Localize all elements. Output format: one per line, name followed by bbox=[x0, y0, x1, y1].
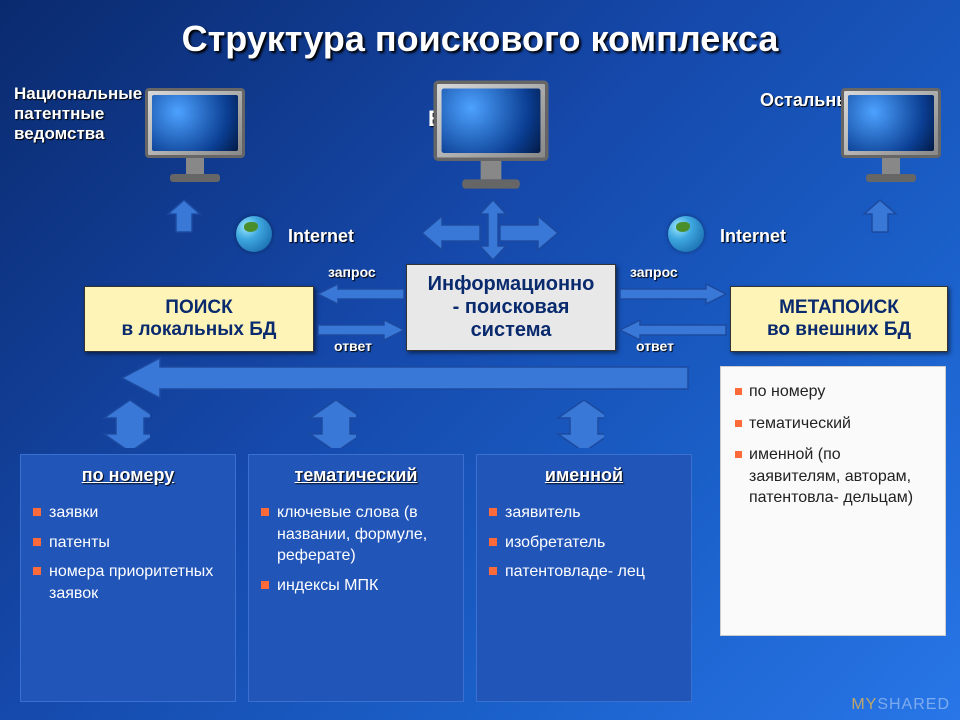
card-list: заявитель изобретатель патентовладе- лец bbox=[489, 502, 679, 583]
card-title: тематический bbox=[261, 465, 451, 486]
list-item: именной (по заявителям, авторам, патенто… bbox=[735, 444, 931, 509]
list-item: изобретатель bbox=[489, 532, 679, 554]
right-box-line2: во внешних БД bbox=[737, 319, 941, 341]
card-list: ключевые слова (в названии, формуле, реф… bbox=[261, 502, 451, 596]
card-name: именной заявитель изобретатель патентовл… bbox=[476, 454, 692, 702]
center-line2: - поисковая bbox=[413, 296, 609, 319]
list-item: ключевые слова (в названии, формуле, реф… bbox=[261, 502, 451, 567]
arrow-left-icon bbox=[618, 318, 728, 342]
label-internet-right: Internet bbox=[720, 226, 786, 247]
list-item: номера приоритетных заявок bbox=[33, 561, 223, 604]
label-left-org: Национальные патентные ведомства bbox=[14, 84, 144, 144]
card-list: заявки патенты номера приоритетных заяво… bbox=[33, 502, 223, 604]
list-item: по номеру bbox=[735, 381, 931, 403]
arrow-bidir-icon bbox=[554, 398, 604, 448]
page-title: Структура поискового комплекса bbox=[0, 0, 960, 60]
label-request-left: запрос bbox=[328, 264, 376, 280]
watermark-my: MY bbox=[851, 696, 877, 713]
watermark-shared: SHARED bbox=[877, 696, 950, 713]
monitor-right bbox=[836, 88, 946, 188]
left-search-box: ПОИСК в локальных БД bbox=[84, 286, 314, 352]
arrow-right-icon bbox=[618, 282, 728, 306]
left-box-line1: ПОИСК bbox=[91, 297, 307, 319]
card-title: по номеру bbox=[33, 465, 223, 486]
monitor-left bbox=[140, 88, 250, 188]
arrow-updown-icon bbox=[478, 198, 508, 262]
card-list: по номеру тематический именной (по заяви… bbox=[735, 381, 931, 509]
monitor-center bbox=[428, 81, 555, 196]
arrow-bidir-icon bbox=[100, 398, 150, 448]
label-internet-left: Internet bbox=[288, 226, 354, 247]
card-thematic: тематический ключевые слова (в названии,… bbox=[248, 454, 464, 702]
list-item: индексы МПК bbox=[261, 575, 451, 597]
list-item: тематический bbox=[735, 413, 931, 435]
right-metasearch-box: МЕТАПОИСК во внешних БД bbox=[730, 286, 948, 352]
list-item: патенты bbox=[33, 532, 223, 554]
globe-icon bbox=[236, 216, 272, 252]
arrow-left-icon bbox=[316, 282, 406, 306]
arrow-bidir-icon bbox=[306, 398, 356, 448]
center-line3: система bbox=[413, 319, 609, 342]
card-by-number: по номеру заявки патенты номера приорите… bbox=[20, 454, 236, 702]
arrow-up-icon bbox=[862, 198, 898, 234]
label-request-right: запрос bbox=[630, 264, 678, 280]
card-metasearch-list: по номеру тематический именной (по заяви… bbox=[720, 366, 946, 636]
left-box-line2: в локальных БД bbox=[91, 319, 307, 341]
center-system-box: Информационно - поисковая система bbox=[406, 264, 616, 351]
right-box-line1: МЕТАПОИСК bbox=[737, 297, 941, 319]
arrow-wide-left-icon bbox=[120, 356, 690, 400]
watermark: MYSHARED bbox=[851, 696, 950, 714]
card-title: именной bbox=[489, 465, 679, 486]
list-item: заявитель bbox=[489, 502, 679, 524]
globe-icon bbox=[668, 216, 704, 252]
list-item: патентовладе- лец bbox=[489, 561, 679, 583]
center-line1: Информационно bbox=[413, 273, 609, 296]
list-item: заявки bbox=[33, 502, 223, 524]
arrow-up-icon bbox=[166, 198, 202, 234]
arrow-right-icon bbox=[316, 318, 406, 342]
